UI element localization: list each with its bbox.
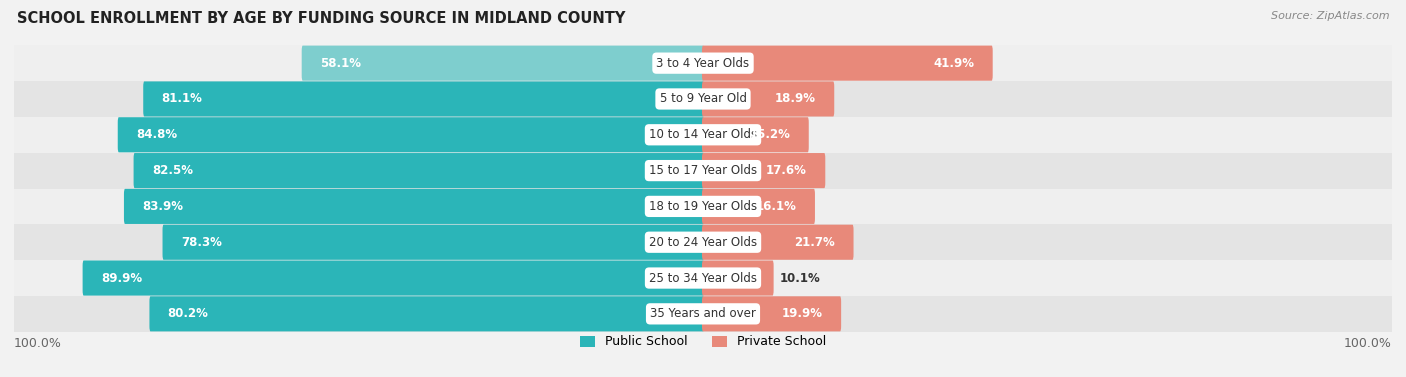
Bar bbox=[14, 296, 1392, 332]
Text: 82.5%: 82.5% bbox=[152, 164, 193, 177]
Text: 78.3%: 78.3% bbox=[181, 236, 222, 249]
FancyBboxPatch shape bbox=[702, 261, 773, 296]
Text: 41.9%: 41.9% bbox=[934, 57, 974, 70]
Text: 18.9%: 18.9% bbox=[775, 92, 815, 106]
FancyBboxPatch shape bbox=[302, 46, 704, 81]
FancyBboxPatch shape bbox=[118, 117, 704, 152]
Text: 15 to 17 Year Olds: 15 to 17 Year Olds bbox=[650, 164, 756, 177]
Text: 84.8%: 84.8% bbox=[136, 128, 177, 141]
Bar bbox=[14, 224, 1392, 260]
Text: 3 to 4 Year Olds: 3 to 4 Year Olds bbox=[657, 57, 749, 70]
Text: 10 to 14 Year Olds: 10 to 14 Year Olds bbox=[650, 128, 756, 141]
Bar bbox=[14, 81, 1392, 117]
Bar bbox=[14, 188, 1392, 224]
Text: 80.2%: 80.2% bbox=[167, 307, 208, 320]
Text: 83.9%: 83.9% bbox=[142, 200, 183, 213]
Text: 15.2%: 15.2% bbox=[749, 128, 790, 141]
Bar bbox=[14, 117, 1392, 153]
FancyBboxPatch shape bbox=[702, 81, 834, 116]
Text: 17.6%: 17.6% bbox=[766, 164, 807, 177]
Text: 21.7%: 21.7% bbox=[794, 236, 835, 249]
Text: Source: ZipAtlas.com: Source: ZipAtlas.com bbox=[1271, 11, 1389, 21]
FancyBboxPatch shape bbox=[702, 225, 853, 260]
Legend: Public School, Private School: Public School, Private School bbox=[579, 336, 827, 348]
FancyBboxPatch shape bbox=[134, 153, 704, 188]
FancyBboxPatch shape bbox=[143, 81, 704, 116]
Bar bbox=[14, 153, 1392, 188]
Text: 10.1%: 10.1% bbox=[779, 271, 820, 285]
FancyBboxPatch shape bbox=[83, 261, 704, 296]
FancyBboxPatch shape bbox=[702, 296, 841, 331]
Text: 16.1%: 16.1% bbox=[756, 200, 797, 213]
Text: 89.9%: 89.9% bbox=[101, 271, 142, 285]
Text: 20 to 24 Year Olds: 20 to 24 Year Olds bbox=[650, 236, 756, 249]
Text: SCHOOL ENROLLMENT BY AGE BY FUNDING SOURCE IN MIDLAND COUNTY: SCHOOL ENROLLMENT BY AGE BY FUNDING SOUR… bbox=[17, 11, 626, 26]
Text: 5 to 9 Year Old: 5 to 9 Year Old bbox=[659, 92, 747, 106]
Text: 100.0%: 100.0% bbox=[14, 337, 62, 350]
Text: 81.1%: 81.1% bbox=[162, 92, 202, 106]
Text: 25 to 34 Year Olds: 25 to 34 Year Olds bbox=[650, 271, 756, 285]
FancyBboxPatch shape bbox=[163, 225, 704, 260]
FancyBboxPatch shape bbox=[702, 153, 825, 188]
Text: 100.0%: 100.0% bbox=[1344, 337, 1392, 350]
FancyBboxPatch shape bbox=[702, 117, 808, 152]
Text: 18 to 19 Year Olds: 18 to 19 Year Olds bbox=[650, 200, 756, 213]
Text: 58.1%: 58.1% bbox=[321, 57, 361, 70]
Bar bbox=[14, 260, 1392, 296]
Text: 35 Years and over: 35 Years and over bbox=[650, 307, 756, 320]
FancyBboxPatch shape bbox=[149, 296, 704, 331]
Text: 19.9%: 19.9% bbox=[782, 307, 823, 320]
FancyBboxPatch shape bbox=[702, 46, 993, 81]
FancyBboxPatch shape bbox=[702, 189, 815, 224]
FancyBboxPatch shape bbox=[124, 189, 704, 224]
Bar bbox=[14, 45, 1392, 81]
